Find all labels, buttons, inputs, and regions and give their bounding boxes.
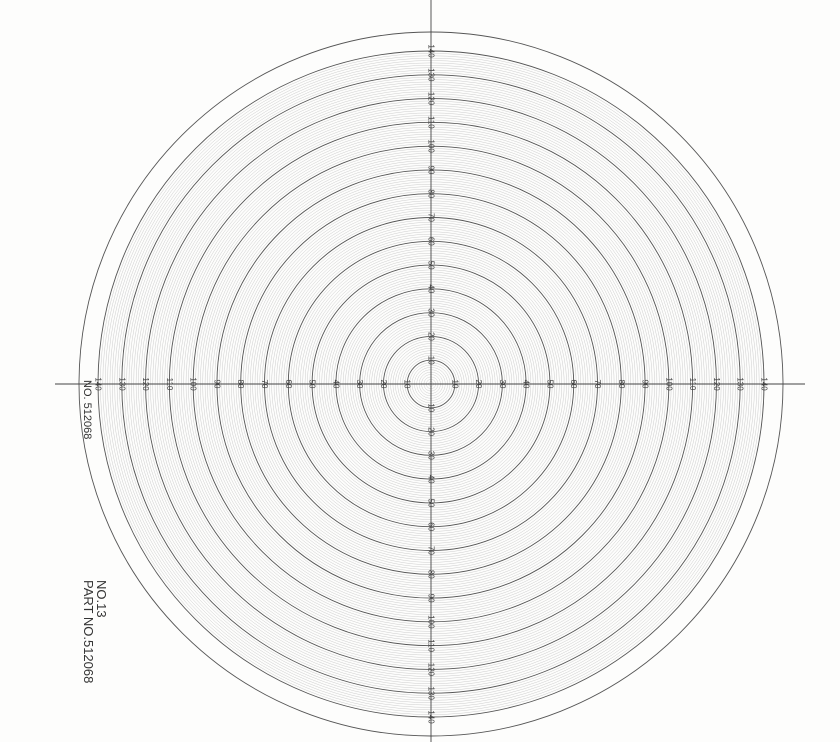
ring-label-left: 140: [94, 377, 103, 391]
ring-label-top: 100: [427, 139, 436, 153]
ring-label-top: 50: [427, 261, 436, 270]
ring-label-top: 40: [427, 284, 436, 293]
ring-label-top: 60: [427, 237, 436, 246]
ring-label-top: 140: [427, 44, 436, 58]
ring-label-top: 130: [427, 68, 436, 82]
ring-label-bottom: 30: [427, 451, 436, 460]
ring-label-left: 60: [284, 380, 293, 389]
ring-label-right: 130: [736, 377, 745, 391]
ring-label-bottom: 40: [427, 475, 436, 484]
ring-label-top: 110: [427, 116, 436, 129]
ring-label-right: 100: [664, 377, 673, 391]
ring-label-right: 110: [688, 378, 697, 391]
ring-label-right: 20: [474, 380, 483, 389]
ring-label-right: 30: [498, 380, 507, 389]
ring-labels-group: 10 10 10 10 20 20 20 20 30 30 30 30 40 40 40 40 50 50 50 50…: [94, 44, 769, 724]
ring-label-bottom: 80: [427, 570, 436, 579]
ring-label-left: 80: [236, 380, 245, 389]
ring-label-bottom: 100: [427, 615, 436, 629]
ring-label-right: 60: [569, 380, 578, 389]
ring-label-right: 120: [712, 377, 721, 391]
sheet-number: NO.13: [94, 580, 109, 618]
axes-group: [55, 0, 805, 742]
ring-label-top: 80: [427, 189, 436, 198]
ring-label-top: 90: [427, 165, 436, 174]
ring-label-bottom: 110: [427, 639, 436, 652]
ring-label-bottom: 90: [427, 594, 436, 603]
ring-label-right: 50: [545, 380, 554, 389]
ring-label-left: 50: [308, 380, 317, 389]
ring-label-left: 120: [141, 377, 150, 391]
ring-label-left: 100: [189, 377, 198, 391]
ring-label-right: 10: [450, 380, 459, 389]
ring-label-bottom: 60: [427, 522, 436, 531]
ring-label-top: 20: [427, 332, 436, 341]
ring-label-top: 10: [427, 356, 436, 365]
ring-label-right: 40: [522, 380, 531, 389]
ring-label-top: 30: [427, 308, 436, 317]
ring-label-bottom: 10: [427, 403, 436, 412]
ring-label-left: 30: [355, 380, 364, 389]
ring-label-left: 130: [117, 377, 126, 391]
ring-label-bottom: 50: [427, 498, 436, 507]
ring-label-right: 140: [760, 377, 769, 391]
ring-label-right: 90: [641, 380, 650, 389]
ring-label-left: 20: [379, 380, 388, 389]
ring-label-bottom: 140: [427, 710, 436, 724]
ring-label-bottom: 130: [427, 687, 436, 701]
part-number: PART NO.512068: [81, 580, 96, 683]
ring-label-bottom: 20: [427, 427, 436, 436]
ring-label-top: 120: [427, 92, 436, 106]
ring-label-left: 90: [212, 380, 221, 389]
left-part-number: NO. 512068: [81, 380, 93, 439]
ring-label-right: 70: [593, 380, 602, 389]
ring-label-top: 70: [427, 213, 436, 222]
ring-label-bottom: 120: [427, 663, 436, 677]
ring-label-bottom: 70: [427, 546, 436, 555]
ring-label-left: 40: [331, 380, 340, 389]
ring-label-left: 70: [260, 380, 269, 389]
ring-label-right: 80: [617, 380, 626, 389]
ring-label-left: 110: [165, 378, 174, 391]
ring-label-left: 10: [403, 380, 412, 389]
